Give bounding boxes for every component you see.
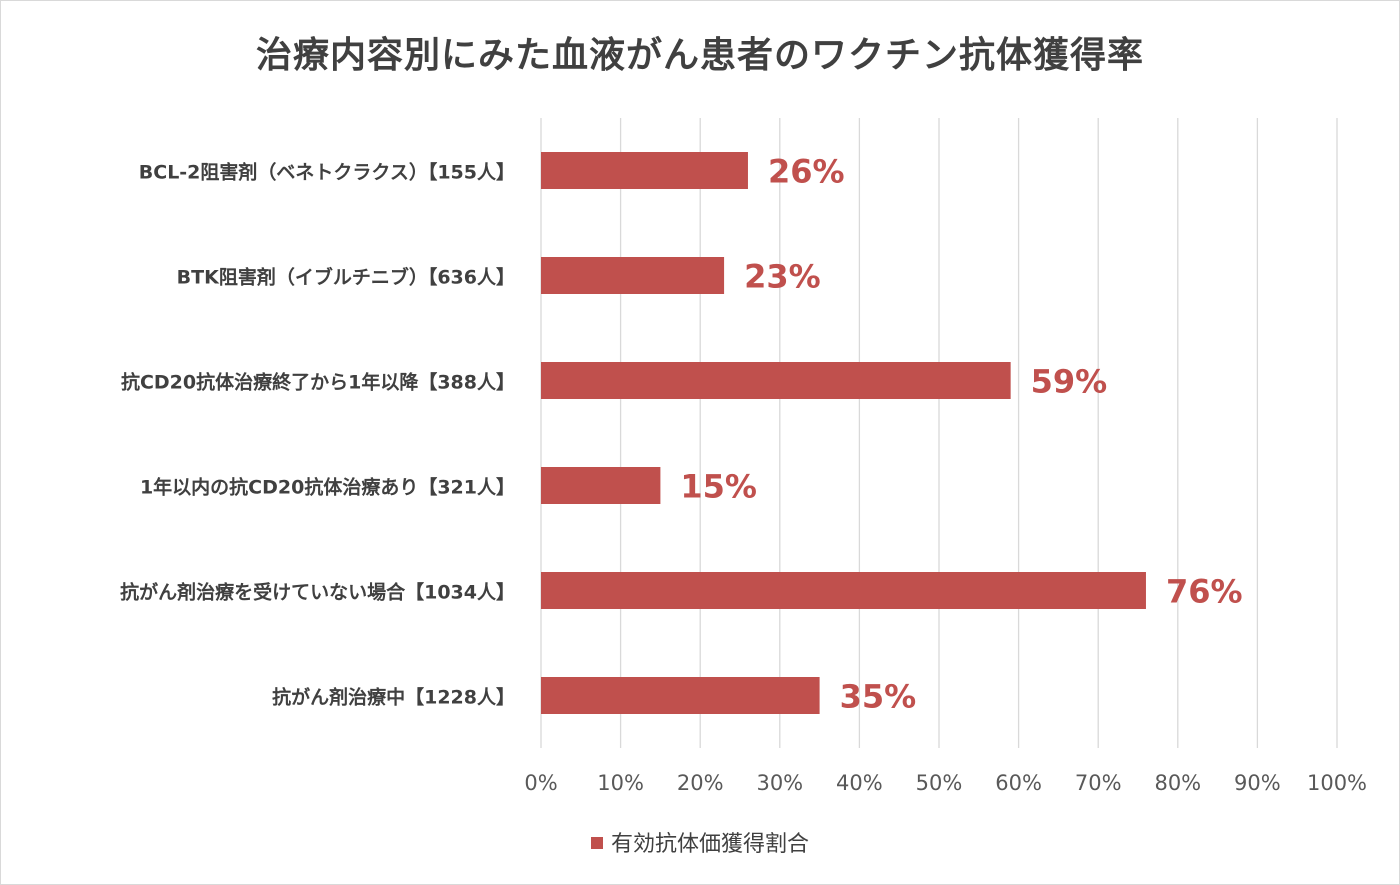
legend: 有効抗体価獲得割合 [0, 826, 1400, 858]
data-label: 76% [1166, 573, 1243, 611]
category-label: 抗CD20抗体治療終了から1年以降【388人】 [121, 371, 515, 394]
x-tick-label: 40% [836, 771, 883, 795]
bar [541, 362, 1011, 399]
x-tick-label: 20% [677, 771, 724, 795]
category-label: 抗がん剤治療を受けていない場合【1034人】 [120, 581, 515, 604]
bar [541, 572, 1146, 609]
x-tick-label: 100% [1307, 771, 1367, 795]
data-label: 23% [744, 258, 821, 296]
x-tick-label: 60% [995, 771, 1042, 795]
bar [541, 257, 725, 294]
legend-swatch [590, 837, 603, 849]
chart-title: 治療内容別にみた血液がん患者のワクチン抗体獲得率 [255, 35, 1144, 76]
x-tick-label: 0% [524, 771, 557, 795]
x-tick-label: 30% [756, 771, 803, 795]
legend-label: 有効抗体価獲得割合 [610, 832, 809, 857]
data-label: 59% [1031, 363, 1108, 401]
category-label: 1年以内の抗CD20抗体治療あり【321人】 [140, 476, 515, 499]
bar [541, 467, 661, 504]
category-label: BTK阻害剤（イブルチニブ）【636人】 [177, 266, 515, 289]
x-tick-label: 10% [597, 771, 644, 795]
x-tick-label: 90% [1234, 771, 1281, 795]
bar [541, 152, 748, 189]
data-label: 35% [840, 678, 917, 716]
bar [541, 677, 820, 714]
category-label: BCL-2阻害剤（ベネトクラクス）【155人】 [139, 161, 515, 184]
category-label: 抗がん剤治療中【1228人】 [272, 686, 515, 709]
x-tick-label: 70% [1075, 771, 1122, 795]
data-label: 15% [680, 468, 757, 506]
data-label: 26% [768, 153, 845, 191]
x-tick-label: 50% [916, 771, 963, 795]
x-tick-label: 80% [1154, 771, 1201, 795]
